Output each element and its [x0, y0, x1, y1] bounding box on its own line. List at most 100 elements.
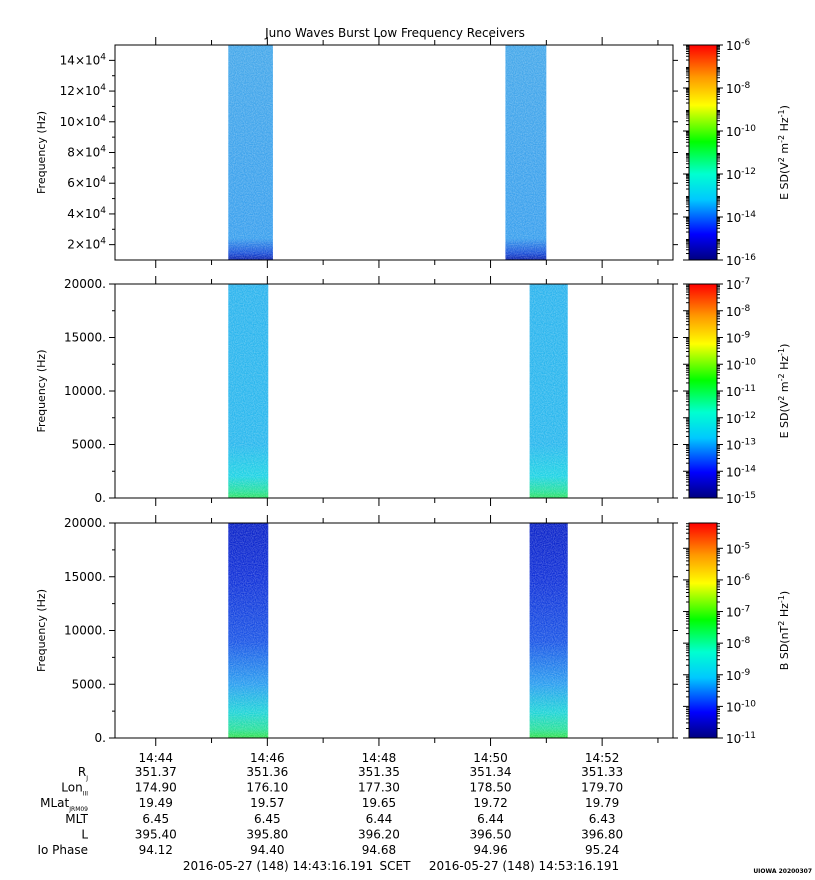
- colorbar-tick-label-middle-1: 10-8: [726, 304, 751, 319]
- institution-stamp: UIOWA 20200307: [753, 868, 812, 875]
- y-tick-label-middle-1: 5000.: [72, 438, 106, 452]
- colorbar-tick-label-middle-0: 10-7: [726, 277, 750, 292]
- x-tick-label-2: 14:48: [362, 751, 397, 765]
- ephemeris-value-1-4: 179.70: [581, 781, 623, 795]
- ephemeris-value-2-4: 19.79: [585, 796, 619, 810]
- ephemeris-value-4-0: 395.40: [135, 827, 177, 841]
- ephemeris-value-0-2: 351.35: [358, 765, 400, 779]
- y-tick-label-top-0: 2×104: [67, 237, 106, 252]
- ephemeris-value-2-0: 19.49: [139, 796, 173, 810]
- plot-frame-bottom: [114, 522, 674, 739]
- y-tick-label-top-6: 14×104: [60, 52, 107, 67]
- y-tick-label-bottom-2: 10000.: [64, 624, 106, 638]
- ephemeris-value-5-3: 94.96: [473, 843, 507, 857]
- y-tick-label-bottom-1: 5000.: [72, 677, 106, 691]
- burst-texture-middle-2: [529, 284, 568, 498]
- y-tick-label-middle-2: 10000.: [64, 384, 106, 398]
- ephemeris-value-3-3: 6.44: [477, 812, 504, 826]
- colorbar-title-top: E SD(V2 m-2 Hz-1): [777, 105, 792, 200]
- colorbar-bottom: [688, 522, 718, 739]
- ephemeris-value-4-4: 396.80: [581, 827, 623, 841]
- colorbar-tick-label-middle-5: 10-12: [726, 411, 756, 426]
- burst-texture-middle-1: [228, 284, 269, 498]
- colorbar-tick-label-middle-2: 10-9: [726, 331, 751, 346]
- panel-middle: 0. 5000. 10000. 15000. 20000. Frequency (Hz) 1…: [35, 276, 791, 506]
- ephemeris-value-5-0: 94.12: [139, 843, 173, 857]
- y-tick-label-middle-4: 20000.: [64, 277, 106, 291]
- footer-scet-label: SCET: [380, 859, 412, 873]
- colorbar-tick-label-middle-3: 10-10: [726, 357, 756, 372]
- colorbar-tick-label-bottom-4: 10-9: [726, 668, 751, 683]
- colorbar-tick-label-middle-6: 10-13: [726, 438, 756, 453]
- footer-start-time: 2016-05-27 (148) 14:43:16.191: [183, 859, 373, 873]
- colorbar-tick-label-bottom-2: 10-7: [726, 605, 750, 620]
- ephemeris-label-3: MLT: [65, 812, 88, 826]
- y-tick-label-top-1: 4×104: [67, 206, 106, 221]
- y-tick-label-top-5: 12×104: [60, 83, 107, 98]
- colorbar-tick-label-bottom-1: 10-6: [726, 573, 751, 588]
- x-tick-label-1: 14:46: [250, 751, 285, 765]
- ephemeris-value-0-0: 351.37: [135, 765, 177, 779]
- panel-bottom: 0. 5000. 10000. 15000. 20000. Frequency (Hz) 1…: [35, 515, 791, 746]
- ephemeris-value-3-1: 6.45: [254, 812, 281, 826]
- y-tick-label-bottom-0: 0.: [95, 731, 106, 745]
- ephemeris-value-3-0: 6.45: [142, 812, 169, 826]
- panel-top: 2×104 4×104 6×104 8×104 10×104 12×104 14×104 Fr…: [35, 37, 791, 268]
- burst-texture-bottom-1: [228, 523, 269, 738]
- ephemeris-value-1-3: 178.50: [470, 781, 512, 795]
- colorbar-tick-label-top-3: 10-12: [726, 167, 756, 182]
- footer-end-time: 2016-05-27 (148) 14:53:16.191: [429, 859, 619, 873]
- colorbar-title-bottom: B SD(nT2 Hz-1): [777, 591, 792, 670]
- ephemeris-value-4-3: 396.50: [470, 827, 512, 841]
- ephemeris-value-5-2: 94.68: [362, 843, 396, 857]
- ephemeris-value-0-3: 351.34: [470, 765, 512, 779]
- ephemeris-value-3-4: 6.43: [589, 812, 616, 826]
- colorbar-tick-label-middle-7: 10-14: [726, 464, 756, 479]
- burst-texture-top-1: [228, 45, 273, 260]
- y-tick-label-top-4: 10×104: [60, 114, 107, 129]
- chart-title: Juno Waves Burst Low Frequency Receivers: [264, 26, 525, 40]
- colorbar-tick-label-bottom-3: 10-8: [726, 636, 751, 651]
- colorbar-top: [688, 44, 718, 261]
- colorbar-tick-label-top-5: 10-16: [726, 253, 756, 268]
- y-tick-label-bottom-4: 20000.: [64, 516, 106, 530]
- ephemeris-value-2-1: 19.57: [250, 796, 284, 810]
- ephemeris-value-1-1: 176.10: [246, 781, 288, 795]
- ephemeris-value-0-4: 351.33: [581, 765, 623, 779]
- ephemeris-value-1-0: 174.90: [135, 781, 177, 795]
- ephemeris-label-5: Io Phase: [37, 843, 88, 857]
- plot-frame-middle: [114, 283, 674, 499]
- ephemeris-value-3-2: 6.44: [366, 812, 393, 826]
- y-tick-label-bottom-3: 15000.: [64, 570, 106, 584]
- colorbar-tick-label-top-2: 10-10: [726, 124, 756, 139]
- burst-texture-top-2: [505, 45, 547, 260]
- ephemeris-value-2-3: 19.72: [473, 796, 507, 810]
- y-tick-label-top-2: 6×104: [67, 175, 106, 190]
- colorbar-tick-label-top-0: 10-6: [726, 38, 751, 53]
- y-axis-title-top: Frequency (Hz): [35, 111, 48, 194]
- ephemeris-label-0: RJ: [78, 765, 88, 782]
- ephemeris-value-0-1: 351.36: [246, 765, 288, 779]
- x-tick-label-0: 14:44: [138, 751, 173, 765]
- plot-frame-top: [114, 44, 674, 261]
- y-tick-label-top-3: 8×104: [67, 145, 106, 160]
- footer: 2016-05-27 (148) 14:43:16.191 SCET 2016-…: [183, 859, 619, 873]
- ephemeris-value-1-2: 177.30: [358, 781, 400, 795]
- colorbar-tick-label-bottom-0: 10-5: [726, 541, 750, 556]
- colorbar-tick-label-top-4: 10-14: [726, 210, 756, 225]
- y-axis-title-middle: Frequency (Hz): [35, 350, 48, 433]
- burst-texture-bottom-2: [529, 523, 568, 738]
- colorbar-tick-label-bottom-5: 10-10: [726, 699, 756, 714]
- colorbar-middle: [688, 283, 718, 499]
- x-tick-label-4: 14:52: [585, 751, 620, 765]
- colorbar-title-middle: E SD(V2 m-2 Hz-1): [777, 344, 792, 439]
- colorbar-tick-label-top-1: 10-8: [726, 81, 751, 96]
- ephemeris-value-2-2: 19.65: [362, 796, 396, 810]
- y-tick-label-middle-0: 0.: [95, 491, 106, 505]
- colorbar-tick-label-middle-4: 10-11: [726, 384, 756, 399]
- ephemeris-value-5-4: 95.24: [585, 843, 619, 857]
- ephemeris-label-4: L: [81, 827, 88, 841]
- colorbar-tick-label-bottom-6: 10-11: [726, 731, 756, 746]
- ephemeris-label-2: MLatJRM09: [40, 796, 88, 813]
